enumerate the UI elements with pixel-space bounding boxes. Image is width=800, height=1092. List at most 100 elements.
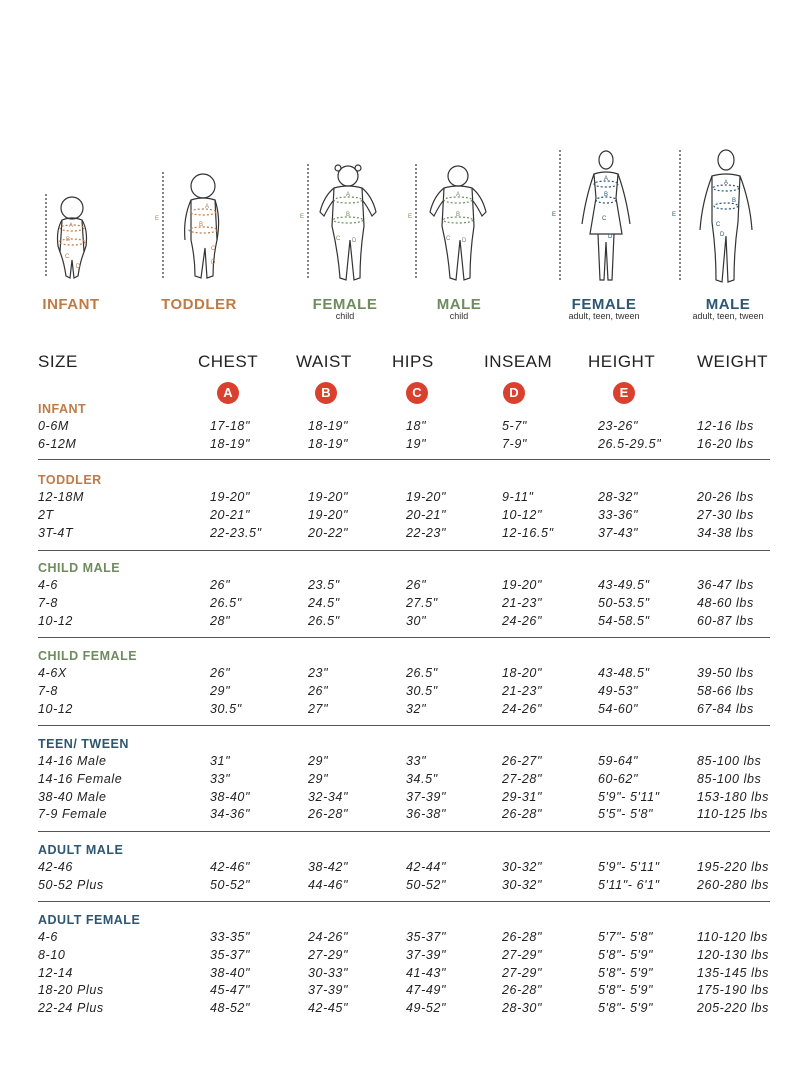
svg-text:A: A: [456, 192, 460, 198]
adult-female-figure: E A B C D: [552, 146, 642, 286]
svg-text:A: A: [724, 180, 728, 186]
table-row: 7-8 29" 26" 30.5" 21-23" 49-53" 58-66 lbs: [38, 684, 770, 702]
cell-weight: 260-280 lbs: [697, 877, 769, 892]
svg-text:C: C: [602, 216, 607, 222]
cell-height: 5'5"- 5'8": [598, 807, 654, 822]
svg-text:E: E: [552, 212, 556, 218]
table-row: 4-6X 26" 23" 26.5" 18-20" 43-48.5" 39-50 lbs: [38, 666, 770, 684]
table-row: 2T 20-21" 19-20" 20-21" 10-12" 33-36" 27-30 lb…: [38, 508, 770, 526]
header-hips: HIPS: [392, 352, 434, 371]
table-row: 7-9 Female 34-36" 26-28" 36-38" 26-28" 5'5"- …: [38, 807, 770, 825]
svg-text:E: E: [300, 214, 304, 220]
cell-waist: 20-22": [308, 525, 349, 540]
cell-chest: 26.5": [210, 595, 242, 610]
cell-hips: 18": [406, 419, 427, 433]
svg-text:B: B: [732, 198, 736, 204]
cell-height: 33-36": [598, 507, 639, 522]
svg-text:E: E: [155, 216, 159, 222]
cell-waist: 42-45": [308, 1001, 349, 1016]
svg-text:D: D: [211, 260, 216, 266]
cell-weight: 85-100 lbs: [697, 754, 762, 768]
cell-size: 7-8: [38, 595, 58, 610]
adult-male-figure: E A B C D: [672, 146, 762, 286]
cell-waist: 26": [308, 683, 329, 698]
cell-weight: 27-30 lbs: [697, 507, 754, 522]
cell-weight: 58-66 lbs: [697, 683, 754, 698]
cell-chest: 50-52": [210, 877, 251, 892]
cell-height: 23-26": [598, 419, 639, 433]
cell-inseam: 26-28": [502, 807, 543, 822]
cell-waist: 37-39": [308, 983, 349, 998]
cell-weight: 110-120 lbs: [697, 930, 768, 944]
cell-inseam: 24-26": [502, 613, 543, 628]
cell-waist: 30-33": [308, 965, 349, 980]
svg-text:D: D: [608, 234, 613, 240]
table-row: 12-18M 19-20" 19-20" 19-20" 9-11" 28-32" 20-26…: [38, 490, 770, 508]
table-row: 10-12 28" 26.5" 30" 24-26" 54-58.5" 60-87 lbs: [38, 614, 770, 632]
cell-inseam: 18-20": [502, 666, 543, 680]
cell-weight: 39-50 lbs: [697, 666, 754, 680]
infant-figure: A B C D: [40, 190, 100, 282]
cell-weight: 110-125 lbs: [697, 807, 768, 822]
cell-waist: 38-42": [308, 860, 349, 874]
table-row: 18-20 Plus 45-47" 37-39" 47-49" 26-28" 5'8"- …: [38, 983, 770, 1001]
cell-size: 18-20 Plus: [38, 983, 104, 998]
table-row: 7-8 26.5" 24.5" 27.5" 21-23" 50-53.5" 48-60 lb…: [38, 596, 770, 614]
cell-height: 5'8"- 5'9": [598, 947, 654, 962]
cell-chest: 18-19": [210, 436, 251, 451]
child-male-figure: E A B C D: [408, 160, 498, 284]
figure-label-adult-male: MALE: [705, 296, 751, 313]
cell-inseam: 7-9": [502, 436, 527, 451]
cell-hips: 19-20": [406, 490, 447, 504]
section-divider: [38, 459, 770, 460]
table-row: 38-40 Male 38-40" 32-34" 37-39" 29-31" 5'9"- …: [38, 790, 770, 808]
toddler-figure: E A B C D: [155, 168, 235, 282]
section-title: INFANT: [38, 402, 87, 416]
cell-weight: 205-220 lbs: [697, 1001, 769, 1016]
cell-inseam: 9-11": [502, 490, 534, 504]
svg-text:D: D: [76, 264, 81, 270]
svg-text:D: D: [720, 232, 725, 238]
section-title: ADULT FEMALE: [38, 913, 141, 927]
cell-inseam: 5-7": [502, 419, 527, 433]
cell-weight: 12-16 lbs: [697, 419, 754, 433]
adult-female-silhouette-icon: E A B C D: [552, 150, 631, 282]
cell-height: 5'8"- 5'9": [598, 983, 654, 998]
cell-waist: 27-29": [308, 947, 349, 962]
svg-text:C: C: [336, 236, 341, 242]
cell-hips: 47-49": [406, 983, 447, 998]
table-row: 50-52 Plus 50-52" 44-46" 50-52" 30-32" 5'11"-…: [38, 878, 770, 896]
cell-waist: 26.5": [308, 613, 340, 628]
section-title: TODDLER: [38, 473, 102, 487]
cell-height: 5'9"- 5'11": [598, 860, 660, 874]
cell-hips: 41-43": [406, 965, 447, 980]
table-row: 4-6 26" 23.5" 26" 19-20" 43-49.5" 36-47 lbs: [38, 578, 770, 596]
cell-height: 5'8"- 5'9": [598, 965, 654, 980]
svg-text:C: C: [211, 246, 216, 252]
cell-size: 3T-4T: [38, 525, 74, 540]
cell-waist: 29": [308, 771, 329, 786]
cell-chest: 31": [210, 754, 231, 768]
cell-weight: 34-38 lbs: [697, 525, 754, 540]
cell-height: 26.5-29.5": [598, 436, 662, 451]
cell-waist: 18-19": [308, 419, 349, 433]
cell-hips: 26.5": [406, 666, 438, 680]
table-row: 3T-4T 22-23.5" 20-22" 22-23" 12-16.5" 37-43" 3…: [38, 526, 770, 544]
cell-waist: 24.5": [308, 595, 340, 610]
header-chest: CHEST: [198, 352, 259, 371]
cell-chest: 48-52": [210, 1001, 251, 1016]
cell-height: 5'11"- 6'1": [598, 877, 660, 892]
cell-waist: 19-20": [308, 490, 349, 504]
figure-sub-adult-male: adult, teen, tween: [692, 311, 764, 321]
cell-weight: 67-84 lbs: [697, 701, 754, 716]
cell-height: 59-64": [598, 754, 639, 768]
cell-inseam: 28-30": [502, 1001, 543, 1016]
cell-chest: 33-35": [210, 930, 251, 944]
cell-weight: 20-26 lbs: [697, 490, 754, 504]
table-row: 12-14 38-40" 30-33" 41-43" 27-29" 5'8"- 5'9" 1…: [38, 966, 770, 984]
cell-hips: 30.5": [406, 683, 438, 698]
cell-waist: 18-19": [308, 436, 349, 451]
table-row: 42-46 42-46" 38-42" 42-44" 30-32" 5'9"- 5'11"…: [38, 860, 770, 878]
badge-a: A: [217, 382, 239, 404]
cell-height: 50-53.5": [598, 595, 650, 610]
